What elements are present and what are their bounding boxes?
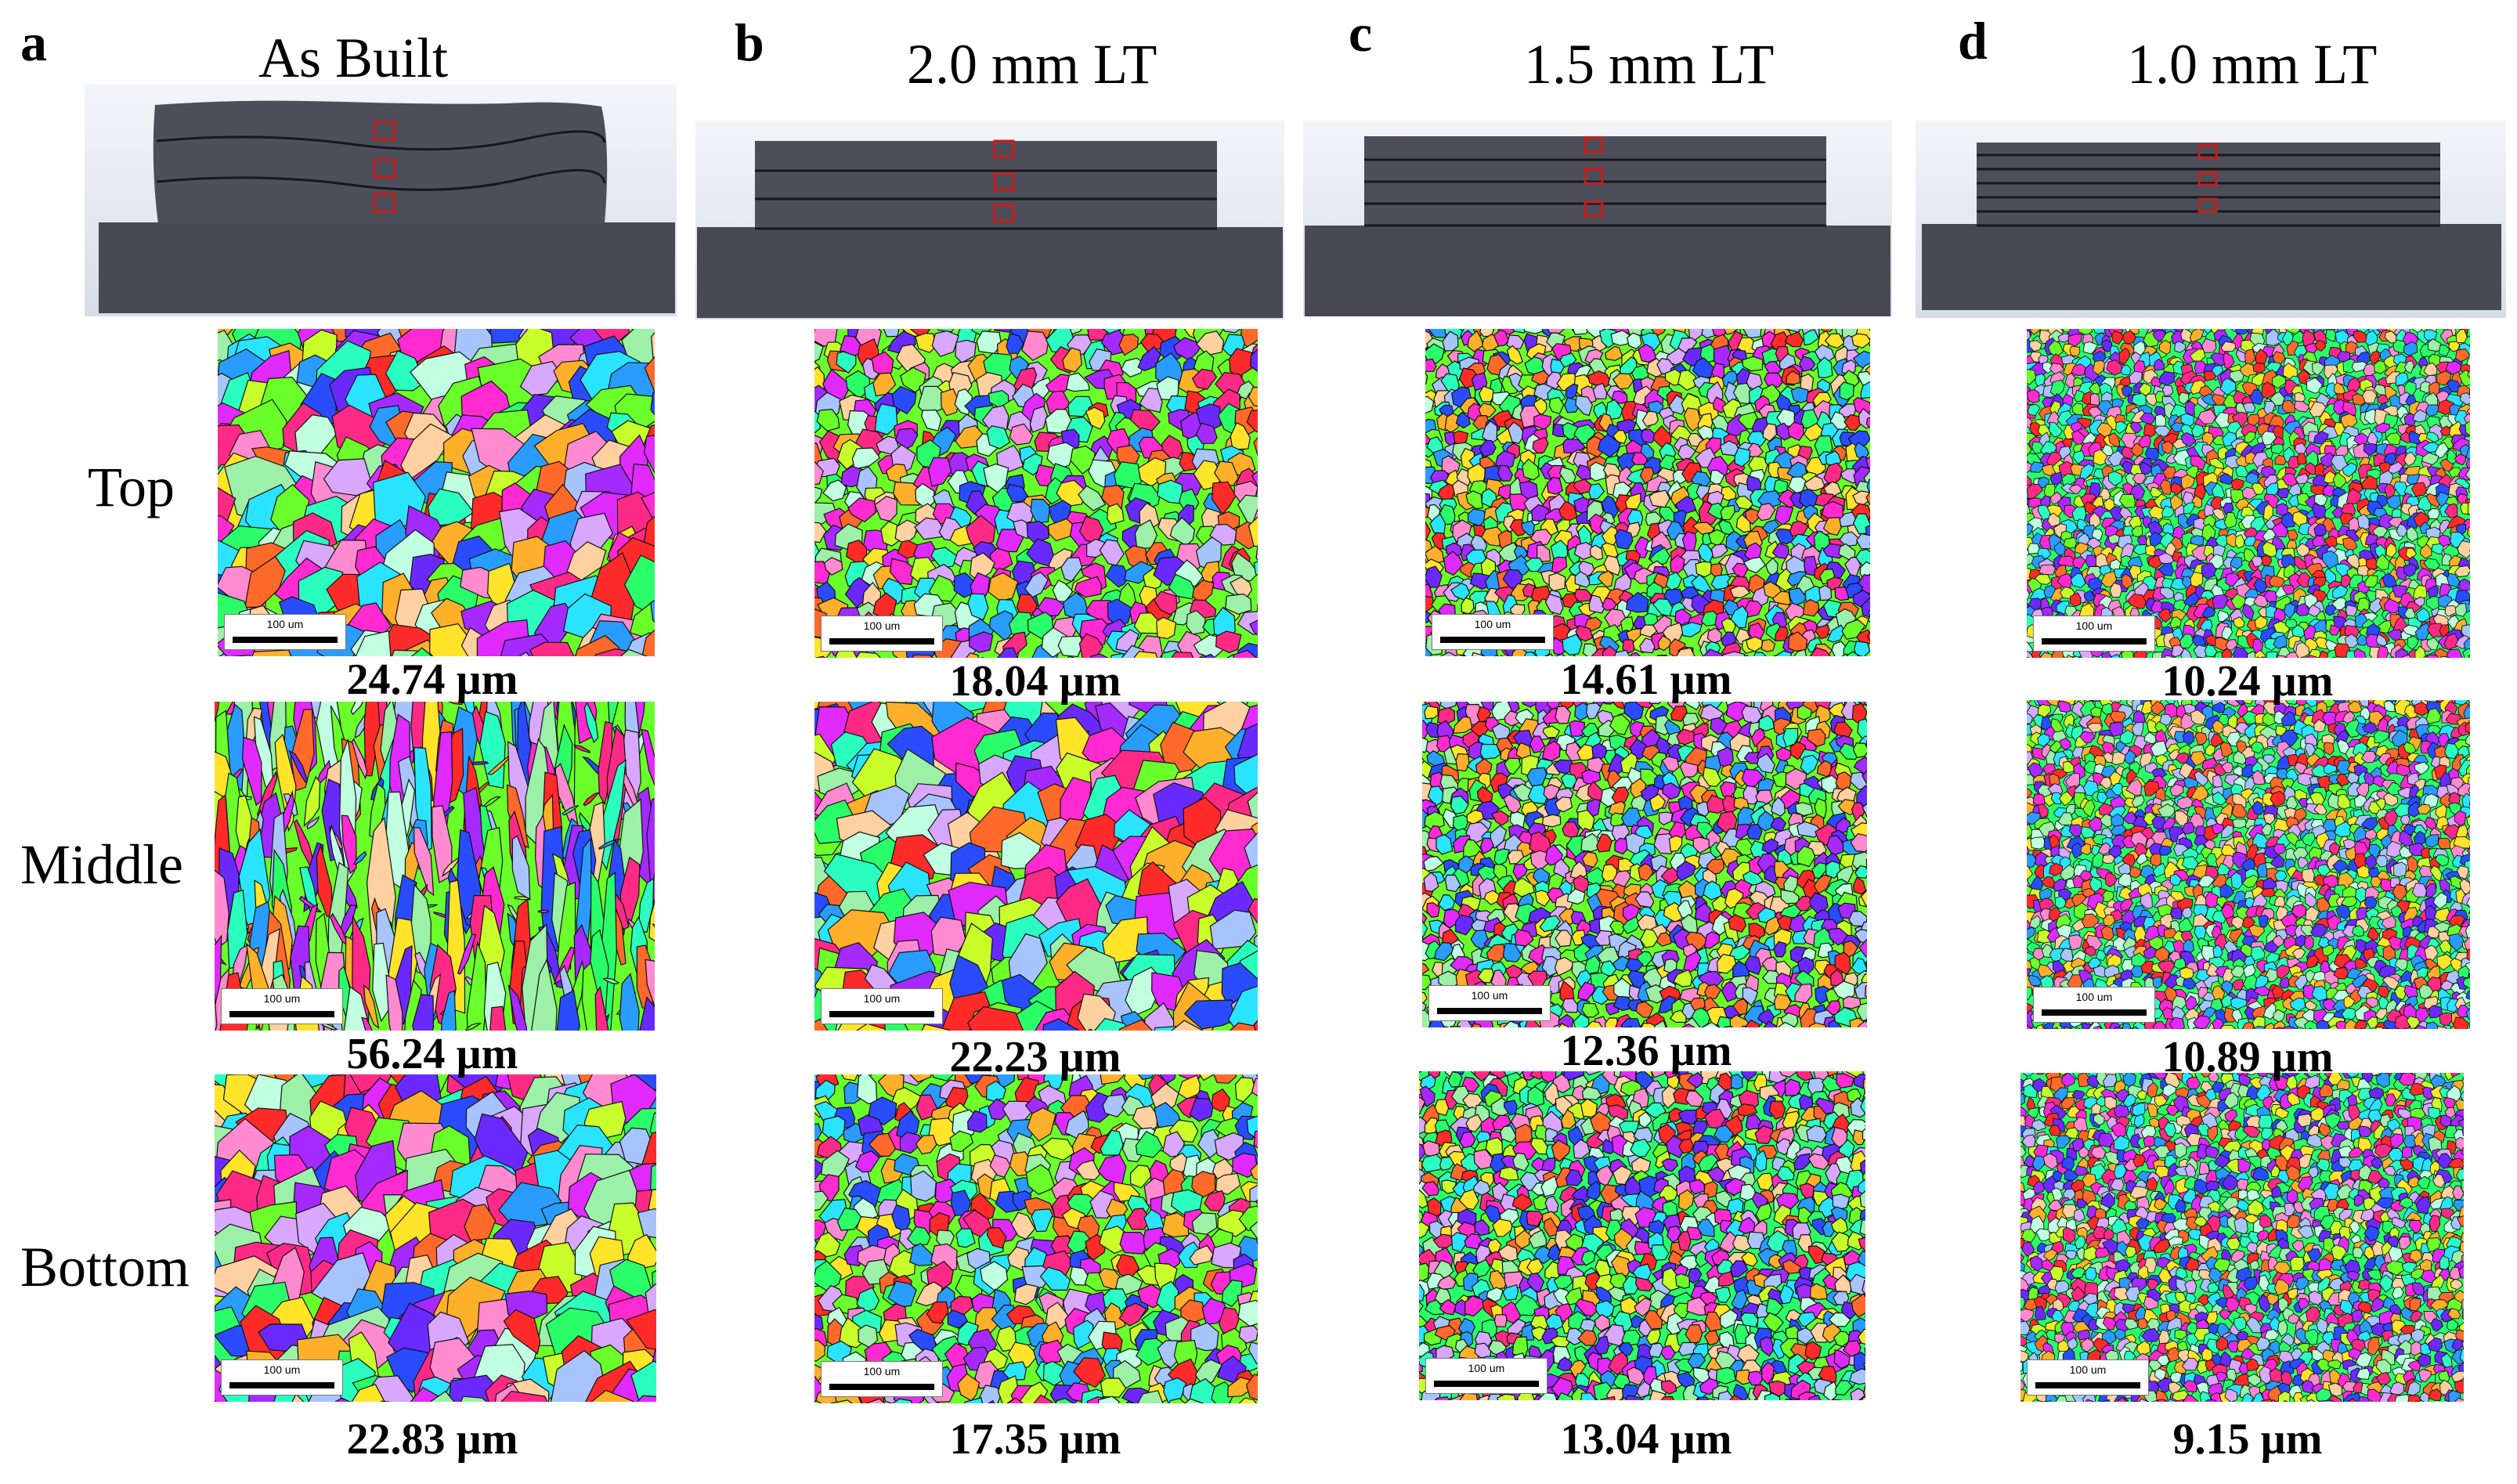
panel-letter-a: a: [20, 13, 47, 72]
ebsd-map-2mm-bottom: 100 um: [814, 1074, 1258, 1403]
ebsd-map-1-5mm-top: 100 um: [1425, 329, 1870, 656]
ebsd-map-1-5mm-middle: 100 um: [1422, 702, 1867, 1027]
scale-bar: 100 um: [224, 614, 346, 650]
row-label-bottom: Bottom: [20, 1236, 190, 1298]
ebsd-map-1mm-middle: 100 um: [2027, 700, 2470, 1029]
grain-size-2mm-bottom: 17.35 µm: [949, 1415, 1121, 1464]
scale-bar: 100 um: [821, 616, 943, 652]
scale-bar: 100 um: [2027, 1359, 2149, 1396]
panel-letter-c: c: [1349, 3, 1373, 63]
scale-bar: 100 um: [2033, 987, 2155, 1023]
ebsd-map-1-5mm-bottom: 100 um: [1419, 1071, 1865, 1400]
ebsd-map-as-built-top: 100 um: [218, 329, 655, 656]
panel-letter-b: b: [735, 13, 764, 72]
grain-size-as-built-bottom: 22.83 µm: [346, 1415, 518, 1464]
column-title-1mm: 1.0 mm LT: [2127, 33, 2378, 96]
build-sketch-as-built: [85, 85, 677, 316]
ebsd-map-as-built-middle: 100 um: [215, 702, 655, 1031]
column-title-1-5mm: 1.5 mm LT: [1524, 33, 1775, 96]
scale-bar: 100 um: [821, 1361, 943, 1397]
ebsd-map-2mm-top: 100 um: [814, 329, 1258, 658]
build-sketch-1mm: [1916, 121, 2506, 318]
column-title-2mm: 2.0 mm LT: [907, 33, 1157, 96]
grain-size-1mm-middle: 10.89 µm: [2161, 1033, 2334, 1081]
scale-bar: 100 um: [1432, 614, 1554, 650]
scale-bar: 100 um: [2033, 616, 2155, 652]
grain-size-2mm-middle: 22.23 µm: [949, 1033, 1121, 1081]
scale-bar: 100 um: [221, 988, 343, 1024]
scale-bar: 100 um: [821, 988, 943, 1024]
grain-size-1-5mm-middle: 12.36 µm: [1560, 1027, 1732, 1075]
ebsd-map-as-built-bottom: 100 um: [215, 1074, 656, 1402]
scale-bar: 100 um: [1425, 1358, 1547, 1394]
grain-size-1mm-bottom: 9.15 µm: [2172, 1415, 2323, 1464]
ebsd-map-2mm-middle: 100 um: [814, 702, 1258, 1031]
ebsd-map-1mm-top: 100 um: [2027, 329, 2470, 658]
grain-size-2mm-top: 18.04 µm: [949, 657, 1121, 706]
row-label-top: Top: [88, 456, 175, 518]
build-sketch-2mm: [695, 121, 1284, 320]
grain-size-1-5mm-top: 14.61 µm: [1560, 655, 1732, 704]
grain-size-1-5mm-bottom: 13.04 µm: [1560, 1415, 1732, 1464]
panel-letter-d: d: [1958, 11, 1988, 70]
grain-size-as-built-middle: 56.24 µm: [346, 1030, 518, 1078]
build-sketch-1-5mm: [1303, 121, 1892, 316]
ebsd-map-1mm-bottom: 100 um: [2020, 1073, 2464, 1402]
grain-size-1mm-top: 10.24 µm: [2161, 657, 2334, 706]
scale-bar: 100 um: [1428, 985, 1551, 1021]
column-title-as-built: As Built: [258, 27, 449, 89]
scale-bar: 100 um: [221, 1359, 343, 1396]
row-label-middle: Middle: [20, 833, 183, 896]
grain-size-as-built-top: 24.74 µm: [346, 655, 518, 704]
